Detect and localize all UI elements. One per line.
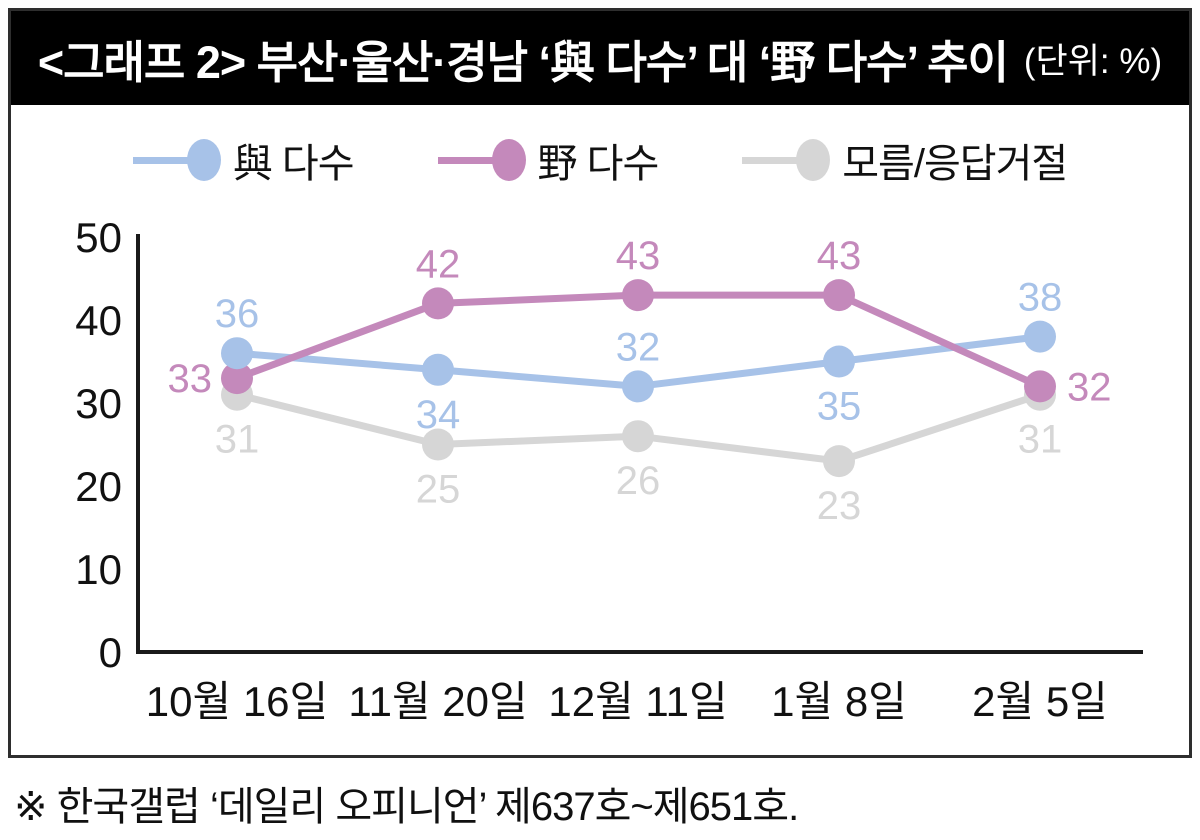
data-point [422, 287, 454, 320]
data-point [622, 370, 654, 403]
y-tick-label: 50 [75, 214, 122, 261]
x-tick-label: 11월 20일 [348, 678, 527, 725]
data-label: 35 [817, 385, 862, 429]
data-point [1024, 320, 1056, 353]
y-tick-label: 20 [75, 463, 122, 510]
legend-label: 與 다수 [232, 142, 355, 186]
data-label: 43 [616, 234, 661, 278]
source-footnote: ※ 한국갤럽 ‘데일리 오피니언’ 제637호~제651호. [14, 785, 799, 829]
x-tick-label: 12월 11일 [548, 678, 727, 725]
data-label: 36 [215, 292, 260, 336]
line-dot-marker-icon [132, 138, 221, 182]
legend: 與 다수 野 다수 모름/응답거절 [11, 131, 1189, 189]
legend-item-dont-know: 모름/응답거절 [742, 131, 1068, 189]
data-point [622, 420, 654, 453]
data-label: 32 [1067, 365, 1112, 409]
legend-label: 野 다수 [537, 142, 660, 186]
data-label: 33 [168, 357, 213, 401]
data-point [823, 445, 855, 478]
data-point [823, 345, 855, 378]
data-label: 31 [215, 418, 260, 462]
legend-label: 모름/응답거절 [842, 142, 1068, 186]
x-tick-label: 1월 8일 [771, 678, 907, 725]
data-label: 23 [817, 484, 862, 528]
data-label: 32 [616, 325, 661, 369]
data-label: 34 [416, 393, 461, 437]
data-point [221, 362, 253, 395]
data-point [622, 279, 654, 312]
data-label: 26 [616, 459, 661, 503]
line-dot-marker-icon [437, 138, 526, 182]
line-chart: 0 10 20 30 40 50 10월 16일 11월 20일 12월 11일 1월 8일 2월 … [75, 214, 1143, 725]
data-point [422, 353, 454, 386]
y-tick-label: 30 [75, 380, 122, 427]
legend-item-ruling-party: 與 다수 [132, 131, 355, 189]
data-label: 42 [416, 242, 461, 286]
y-tick-label: 10 [75, 546, 122, 593]
axis-lines [136, 234, 1143, 654]
x-tick-label: 2월 5일 [972, 678, 1108, 725]
title-bar: <그래프 2> 부산·울산·경남 ‘與 다수’ 대 ‘野 다수’ 추이 (단위:… [11, 11, 1189, 105]
chart-unit-label: (단위: %) [1023, 41, 1163, 81]
chart-card: <그래프 2> 부산·울산·경남 ‘與 다수’ 대 ‘野 다수’ 추이 (단위:… [8, 8, 1192, 758]
chart-area: 0 10 20 30 40 50 10월 16일 11월 20일 12월 11일 1월 8일 2월 … [8, 212, 1192, 752]
data-point [1024, 370, 1056, 403]
data-label: 25 [416, 468, 461, 512]
data-point [422, 428, 454, 461]
line-dot-marker-icon [742, 138, 831, 182]
legend-item-opposition-party: 野 다수 [437, 131, 660, 189]
y-tick-label: 0 [99, 629, 122, 676]
data-point [221, 337, 253, 370]
x-tick-label: 10월 16일 [146, 678, 328, 725]
data-label: 43 [817, 234, 862, 278]
data-point [823, 279, 855, 312]
data-label: 38 [1018, 276, 1063, 320]
y-tick-label: 40 [75, 297, 122, 344]
chart-title: <그래프 2> 부산·울산·경남 ‘與 다수’ 대 ‘野 다수’ 추이 [37, 36, 1009, 88]
data-label: 31 [1018, 418, 1063, 462]
